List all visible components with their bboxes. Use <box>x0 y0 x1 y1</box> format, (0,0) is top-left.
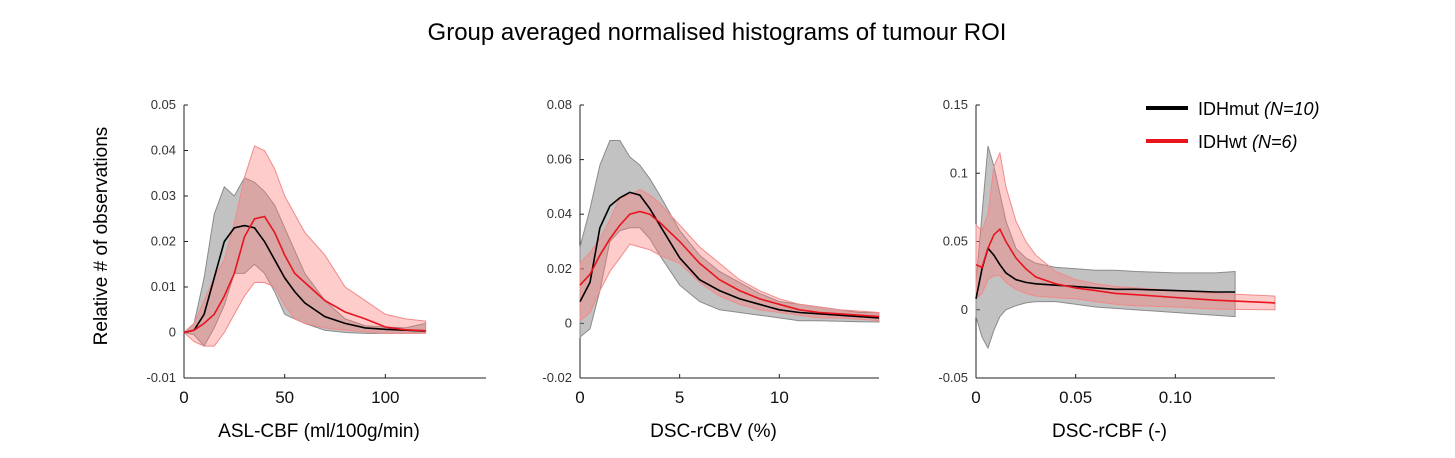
y-tick-label: 0.04 <box>547 206 572 221</box>
x-tick-label: 0 <box>179 388 188 407</box>
band-idhwt <box>183 145 427 347</box>
y-tick-label: 0.08 <box>547 97 572 112</box>
y-tick-label: -0.05 <box>938 370 968 385</box>
x-tick-label: 0 <box>575 388 584 407</box>
y-tick-label: 0.1 <box>950 165 968 180</box>
y-tick-label: 0 <box>565 315 572 330</box>
y-tick-label: 0.01 <box>151 279 176 294</box>
y-tick-label: 0.02 <box>151 234 176 249</box>
figure-title: Group averaged normalised histograms of … <box>428 19 1007 46</box>
x-tick-label: 0.10 <box>1159 388 1192 407</box>
y-tick-label: 0 <box>169 325 176 340</box>
x-axis-label: DSC-rCBF (-) <box>1052 421 1167 442</box>
y-tick-label: 0.05 <box>151 97 176 112</box>
x-axis-label: DSC-rCBV (%) <box>650 421 777 442</box>
y-tick-label: 0.15 <box>943 97 968 112</box>
x-tick-label: 10 <box>770 388 789 407</box>
legend: IDHmut (N=10) IDHwt (N=6) <box>1146 99 1320 152</box>
mean-line-idhmut <box>579 191 880 319</box>
band-idhwt <box>975 151 1276 311</box>
legend-label-idhwt: IDHwt (N=6) <box>1198 132 1298 152</box>
mean-line-idhwt <box>183 215 426 334</box>
x-tick-label: 0 <box>971 388 980 407</box>
x-axis-label: ASL-CBF (ml/100g/min) <box>218 421 420 442</box>
x-tick-label: 100 <box>371 388 399 407</box>
band-idhwt <box>579 189 880 322</box>
mean-line-idhwt <box>579 210 880 318</box>
y-tick-label: -0.01 <box>146 370 176 385</box>
y-tick-label: 0.05 <box>943 234 968 249</box>
x-tick-label: 5 <box>675 388 684 407</box>
x-tick-label: 50 <box>275 388 294 407</box>
mean-line-idhwt <box>975 227 1276 304</box>
x-tick-label: 0.05 <box>1059 388 1092 407</box>
y-tick-label: 0.06 <box>547 152 572 167</box>
y-tick-label: 0.04 <box>151 143 176 158</box>
mean-line-idhmut <box>975 246 1236 299</box>
band-idhmut <box>579 140 880 339</box>
mean-line-idhmut <box>183 224 426 334</box>
y-tick-label: 0 <box>961 302 968 317</box>
y-axis-label: Relative # of observations <box>91 127 112 346</box>
legend-label-idhmut: IDHmut (N=10) <box>1198 99 1320 119</box>
y-tick-label: -0.02 <box>542 370 572 385</box>
y-tick-label: 0.02 <box>547 261 572 276</box>
y-tick-label: 0.03 <box>151 188 176 203</box>
